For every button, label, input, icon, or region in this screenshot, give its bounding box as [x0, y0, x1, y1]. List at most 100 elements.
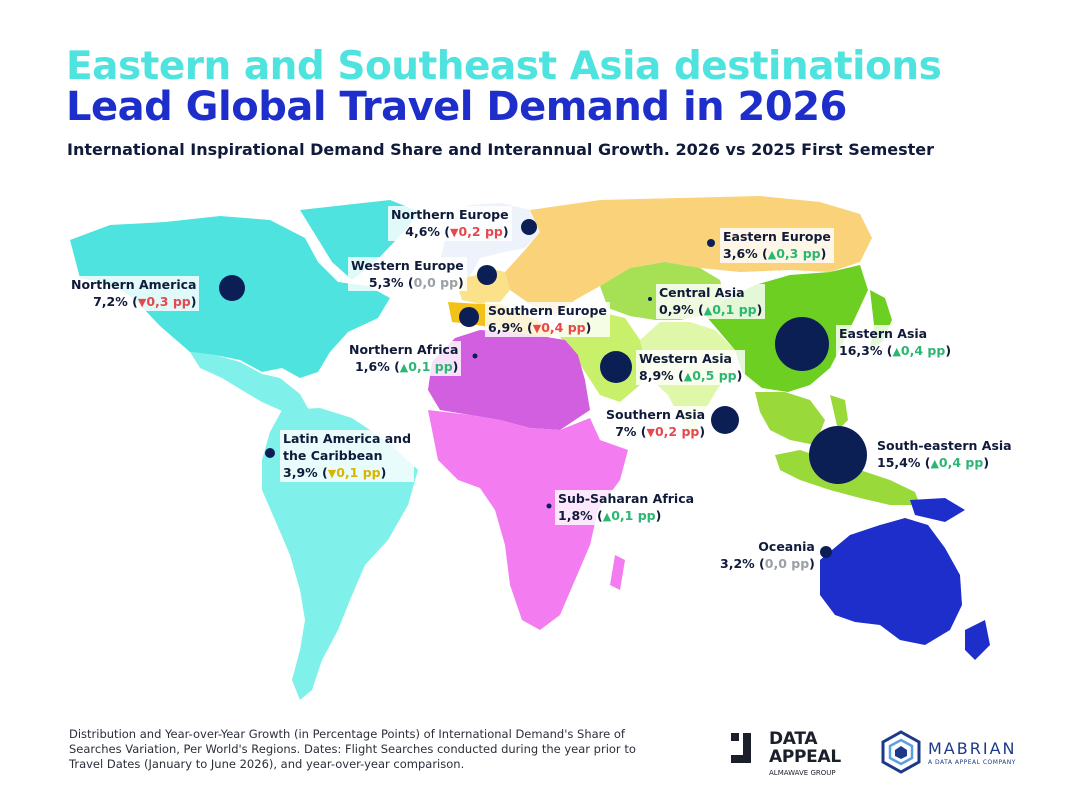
- mabrian-tagline: A DATA APPEAL COMPANY: [928, 759, 1016, 766]
- bubble-southern-asia: [711, 406, 739, 434]
- region-name: Sub-Saharan Africa: [558, 491, 695, 506]
- up-arrow-icon: ▲: [930, 457, 939, 470]
- down-arrow-icon: ▼: [450, 226, 459, 239]
- down-arrow-icon: ▼: [646, 426, 655, 439]
- region-change: 0,1 pp: [712, 302, 757, 317]
- label-central-asia: Central Asia 0,9% (▲0,1 pp): [656, 284, 766, 319]
- region-name: South-eastern Asia: [877, 438, 1012, 453]
- mabrian-word: MABRIAN: [928, 739, 1017, 758]
- data-appeal-mark-icon: [731, 733, 757, 763]
- region-share: 7,2%: [93, 294, 128, 309]
- region-change: 0,4 pp: [541, 320, 586, 335]
- label-northern-africa: Northern Africa 1,6% (▲0,1 pp): [346, 341, 462, 376]
- up-arrow-icon: ▲: [399, 361, 409, 374]
- down-arrow-icon: ▼: [532, 322, 542, 335]
- region-share: 4,6%: [405, 224, 440, 239]
- region-share: 3,2%: [720, 556, 755, 571]
- region-share: 1,6%: [355, 359, 390, 374]
- bubble-eastern-europe: [707, 239, 715, 247]
- label-eastern-asia: Eastern Asia 16,3% (▲0,4 pp): [836, 325, 955, 360]
- region-share: 3,9%: [283, 465, 318, 480]
- up-arrow-icon: ▲: [703, 304, 713, 317]
- mabrian-hexagon-icon: [881, 730, 921, 774]
- label-northern-america: Northern America 7,2% (▼0,3 pp): [68, 276, 200, 311]
- label-southern-asia: Southern Asia 7% (▼0,2 pp): [603, 406, 709, 441]
- down-arrow-icon: ▼: [137, 296, 147, 309]
- bubble-central-asia: [648, 297, 652, 301]
- region-change: 0,1 pp: [336, 465, 381, 480]
- region-change: 0,3 pp: [146, 294, 191, 309]
- data-appeal-word2: APPEAL: [769, 747, 841, 767]
- region-share: 3,6%: [723, 246, 758, 261]
- bubble-northern-europe: [521, 219, 537, 235]
- region-change: 0,0 pp: [764, 556, 810, 571]
- region-name-line2: the Caribbean: [283, 448, 383, 463]
- region-change: 0,2 pp: [458, 224, 503, 239]
- bubble-eastern-asia: [775, 317, 829, 371]
- region-shape-northern-africa: [428, 330, 590, 430]
- label-latin-america: Latin America and the Caribbean 3,9% (▼0…: [280, 430, 415, 482]
- up-arrow-icon: ▲: [767, 248, 777, 261]
- label-western-asia: Western Asia 8,9% (▲0,5 pp): [636, 350, 746, 385]
- region-name: Central Asia: [659, 285, 745, 300]
- label-northern-europe: Northern Europe 4,6% (▼0,2 pp): [388, 206, 512, 241]
- region-share: 0,9%: [659, 302, 694, 317]
- bubble-sub-saharan-africa: [546, 503, 552, 509]
- region-name: Eastern Europe: [723, 229, 831, 244]
- label-oceania: Oceania 3,2% (0,0 pp): [717, 538, 818, 572]
- label-southern-europe: Southern Europe 6,9% (▼0,4 pp): [485, 302, 610, 337]
- region-name: Western Asia: [639, 351, 732, 366]
- up-arrow-icon: ▲: [892, 345, 901, 358]
- region-change: 0,3 pp: [776, 246, 821, 261]
- region-shape-eastern-europe: [505, 196, 872, 316]
- region-change: 0,1 pp: [408, 359, 453, 374]
- region-change: 0,0 pp: [413, 275, 459, 290]
- region-share: 7%: [615, 424, 637, 439]
- subtitle: International Inspirational Demand Share…: [67, 140, 935, 159]
- region-change: 0,2 pp: [654, 424, 700, 439]
- region-name: Western Europe: [351, 258, 464, 273]
- bubble-southern-europe: [459, 307, 479, 327]
- bubble-latin-america: [265, 448, 275, 458]
- bubble-western-europe: [477, 265, 497, 285]
- region-share: 8,9%: [639, 368, 674, 383]
- label-eastern-europe: Eastern Europe 3,6% (▲0,3 pp): [720, 228, 834, 263]
- region-shape-oceania: [820, 498, 990, 660]
- region-share: 5,3%: [368, 275, 404, 290]
- region-share: 6,9%: [488, 320, 523, 335]
- label-western-europe: Western Europe 5,3% (0,0 pp): [348, 257, 467, 291]
- label-south-eastern-asia: South-eastern Asia 15,4% (▲0,4 pp): [874, 437, 1015, 472]
- region-shape-south-eastern-asia: [755, 392, 920, 505]
- region-name: Southern Asia: [606, 407, 706, 422]
- bubble-northern-africa: [472, 353, 478, 359]
- region-share: 1,8%: [558, 508, 593, 523]
- region-name: Southern Europe: [488, 303, 607, 318]
- down-arrow-icon: ▼: [327, 467, 337, 480]
- up-arrow-icon: ▲: [683, 370, 693, 383]
- region-name-line1: Latin America and: [283, 431, 412, 446]
- data-appeal-word1: DATA: [769, 729, 818, 749]
- label-sub-saharan-africa: Sub-Saharan Africa 1,8% (▲0,1 pp): [555, 490, 698, 525]
- region-name: Eastern Asia: [839, 326, 928, 341]
- bubble-western-asia: [600, 351, 632, 383]
- region-shape-central-america: [190, 352, 310, 420]
- region-change: 0,1 pp: [611, 508, 656, 523]
- region-change: 0,4 pp: [900, 343, 946, 358]
- bubble-south-eastern-asia: [809, 426, 867, 484]
- region-change: 0,5 pp: [692, 368, 737, 383]
- bubble-northern-america: [219, 275, 245, 301]
- title-line1: Eastern and Southeast Asia destinations: [66, 44, 942, 89]
- footer-note: Distribution and Year-over-Year Growth (…: [69, 727, 636, 771]
- region-name: Oceania: [758, 539, 815, 554]
- title-line2: Lead Global Travel Demand in 2026: [66, 84, 847, 130]
- region-name: Northern America: [71, 277, 197, 292]
- region-change: 0,4 pp: [938, 455, 984, 470]
- data-appeal-word3: ALMAWAVE GROUP: [769, 769, 836, 777]
- region-shape-sub-saharan-africa: [428, 410, 628, 630]
- region-name: Northern Africa: [349, 342, 459, 357]
- region-name: Northern Europe: [391, 207, 509, 222]
- up-arrow-icon: ▲: [602, 510, 612, 523]
- region-share: 16,3%: [839, 343, 883, 358]
- bubble-oceania: [820, 546, 832, 558]
